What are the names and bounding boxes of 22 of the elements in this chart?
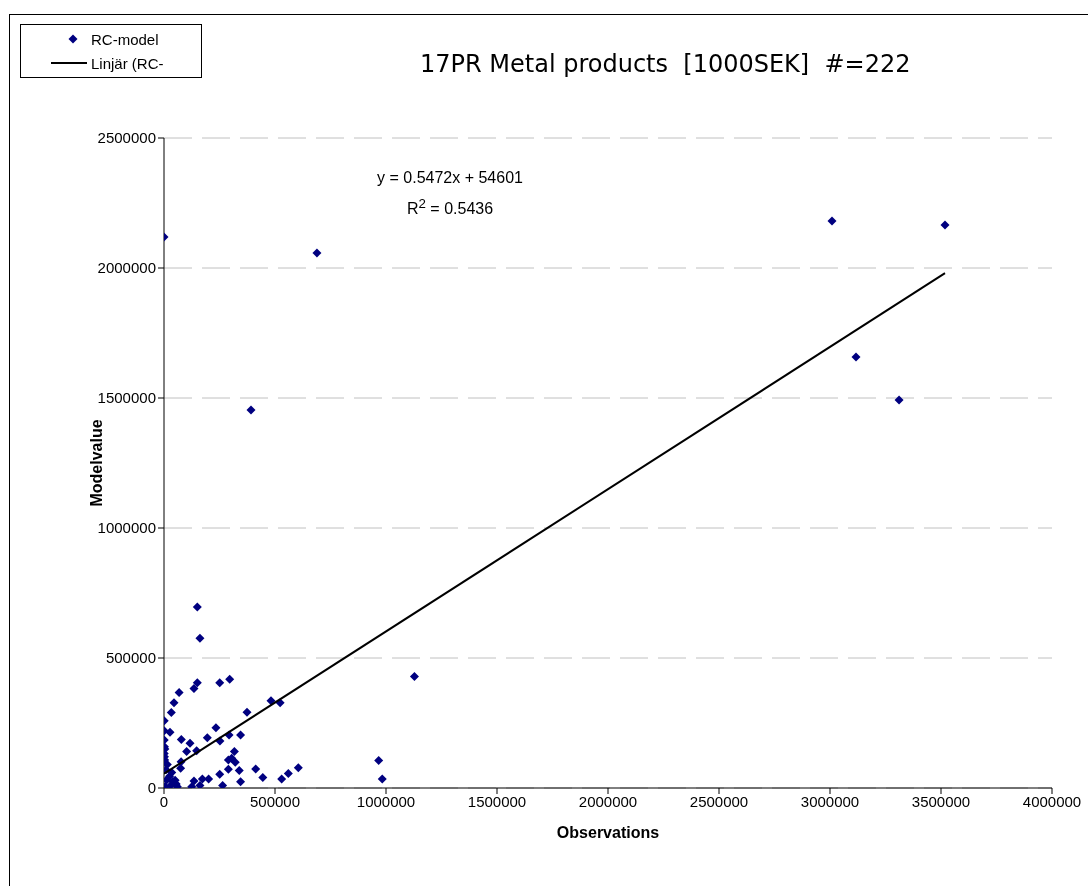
y-tick-label: 2500000 (97, 129, 156, 147)
y-tick-label: 1000000 (97, 519, 156, 537)
x-tick-label: 4000000 (1022, 792, 1082, 810)
y-tick-label: 500000 (105, 649, 156, 667)
x-tick-label: 0 (159, 792, 169, 810)
x-tick-label: 500000 (249, 792, 301, 810)
y-axis-title: Modelvalue (87, 419, 105, 507)
legend-label: RC-model (91, 30, 159, 48)
x-tick-label: 1000000 (356, 792, 416, 810)
annotation: R$^{2}$ = 0.5436 (405, 195, 495, 220)
x-tick-label: 2000000 (578, 792, 638, 810)
x-tick-label: 2500000 (689, 792, 749, 810)
x-tick-label: 3000000 (800, 792, 860, 810)
x-tick-label: 3500000 (911, 792, 971, 810)
y-tick-label: 2000000 (97, 259, 156, 277)
legend-label: Linjär (RC- (91, 54, 164, 72)
chart-title: 17PR Metal products [1000SEK] #=222 (420, 50, 911, 78)
x-axis-title: Observations (556, 824, 660, 841)
y-tick-label: 0 (147, 779, 156, 797)
y-tick-label: 1500000 (97, 389, 156, 407)
annotation: y = 0.5472x + 54601 (376, 168, 524, 188)
x-tick-label: 1500000 (467, 792, 527, 810)
